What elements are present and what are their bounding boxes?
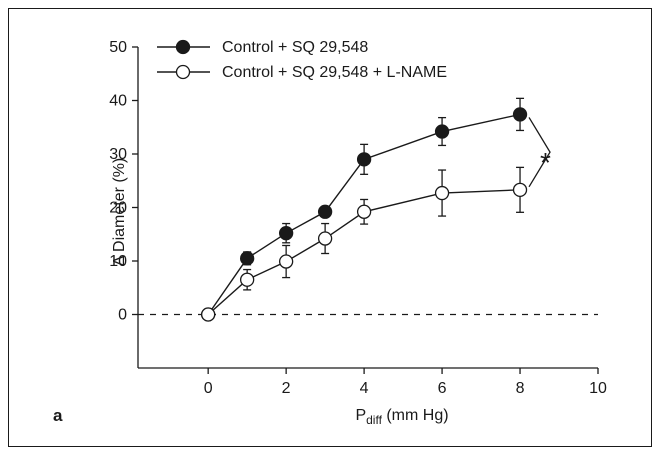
- y-axis-label: Δ Diameter (%): [111, 158, 128, 266]
- y-tick-label-50: 50: [109, 39, 127, 56]
- x-tick-label-4: 4: [360, 380, 369, 397]
- x-axis-label-main: P: [355, 407, 366, 424]
- series-0-point-3: [317, 204, 333, 219]
- series-1: [201, 166, 528, 322]
- series-1-point-6: [512, 182, 528, 197]
- legend-marker-0: [175, 39, 191, 55]
- series-1-point-5: [434, 185, 450, 201]
- series-1-point-3: [317, 231, 333, 246]
- x-axis-label-unit: (mm Hg): [382, 407, 449, 424]
- x-axis-label-subscript: diff: [366, 413, 382, 427]
- legend-label-0: Control + SQ 29,548: [222, 39, 368, 56]
- series-0-point-2: [278, 226, 294, 241]
- series-1-point-2: [278, 254, 294, 269]
- legend-marker-1: [175, 64, 191, 80]
- x-tick-label-6: 6: [438, 380, 447, 397]
- figure-frame: [8, 8, 652, 447]
- x-tick-label-0: 0: [204, 380, 213, 397]
- y-tick-label-20: 20: [109, 200, 127, 217]
- series-0-point-6: [512, 107, 528, 122]
- x-tick-label-2: 2: [282, 380, 291, 397]
- series-0-point-5: [434, 124, 450, 139]
- significance-marker: *: [540, 147, 551, 178]
- significance-bracket: [528, 117, 551, 188]
- y-tick-label-0: 0: [118, 307, 127, 324]
- y-tick-label-40: 40: [109, 93, 127, 110]
- y-tick-label-10: 10: [109, 253, 127, 270]
- series-0-point-4: [356, 152, 372, 167]
- x-tick-label-8: 8: [516, 380, 525, 397]
- x-tick-label-10: 10: [589, 380, 607, 397]
- significance-bracket-line: [528, 117, 551, 188]
- series-1-point-1: [240, 272, 255, 287]
- series-1-point-0: [201, 307, 216, 322]
- legend: Control + SQ 29,548 Control + SQ 29,548 +…: [157, 39, 447, 81]
- legend-label-1: Control + SQ 29,548 + L-NAME: [222, 64, 447, 81]
- series-1-point-4: [356, 204, 372, 219]
- series-0-point-1: [240, 251, 255, 266]
- y-tick-label-30: 30: [109, 146, 127, 163]
- panel-label: a: [53, 406, 63, 425]
- x-axis-label: Pdiff (mm Hg): [355, 407, 448, 427]
- axes: 0 10 20 30 40 50 0 2 4 6 8 10: [109, 39, 607, 397]
- series-group: [201, 97, 528, 322]
